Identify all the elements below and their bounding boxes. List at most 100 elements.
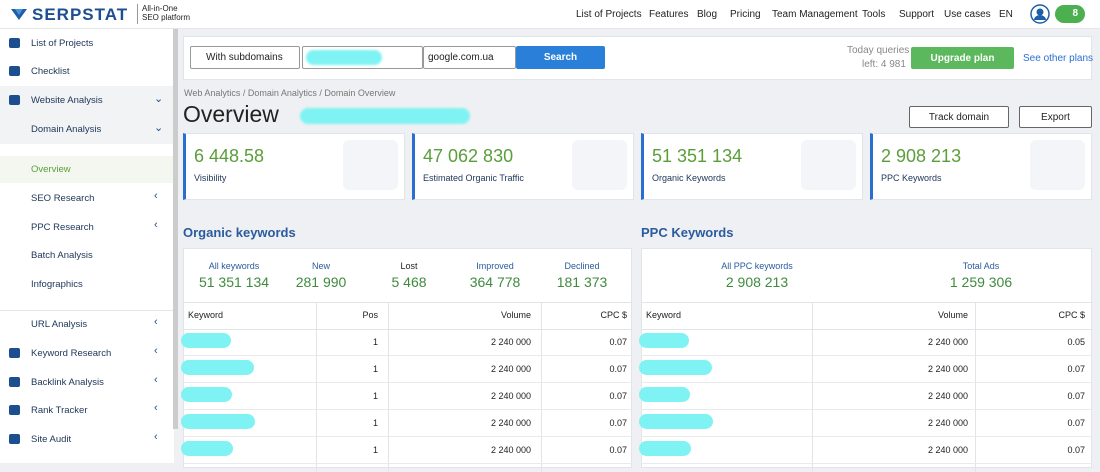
summary-label: New: [311, 261, 331, 271]
row-line: [641, 382, 1092, 383]
summary-value: 51 351 134: [198, 274, 270, 290]
row-line: [641, 463, 1092, 464]
summary-value: 5 468: [391, 274, 427, 290]
menu-icon: [9, 66, 20, 76]
menu-icon: [9, 348, 20, 358]
col-divider: [812, 302, 813, 472]
menu-item[interactable]: Website Analysis: [31, 95, 103, 106]
cell: 0.07: [609, 418, 627, 428]
avatar[interactable]: [1030, 4, 1050, 24]
menu-item[interactable]: Domain Analysis: [31, 124, 102, 135]
engine-select[interactable]: google.com.ua: [423, 46, 516, 69]
cell: 1: [372, 418, 378, 428]
table-header-line: [183, 302, 632, 303]
menu-item[interactable]: PPC Research: [31, 222, 94, 233]
menu-separator: [0, 310, 173, 311]
redacted: [181, 360, 254, 375]
card-value: 6 448.58: [194, 146, 265, 166]
cell: 0.07: [609, 337, 627, 347]
row-line: [183, 355, 632, 356]
cell: 2 240 000: [490, 445, 531, 455]
summary-value: 364 778: [469, 274, 521, 290]
redacted: [300, 108, 470, 124]
menu-chevron: ‹: [154, 219, 158, 231]
redacted: [306, 50, 382, 65]
menu-icon: [9, 95, 20, 105]
cell: 1: [372, 337, 378, 347]
menu-item[interactable]: URL Analysis: [31, 319, 88, 330]
card-art: [801, 140, 856, 190]
summary-label: All keywords: [208, 261, 260, 271]
tagline: SEO platform: [142, 13, 191, 22]
menu-item[interactable]: SEO Research: [31, 193, 95, 204]
menu-item[interactable]: Keyword Research: [31, 348, 112, 359]
redacted: [181, 387, 232, 402]
summary-value: 2 908 213: [725, 274, 789, 290]
col-divider: [388, 302, 389, 472]
col-divider: [541, 302, 542, 472]
menu-item[interactable]: Checklist: [31, 66, 70, 77]
panel: [183, 248, 632, 468]
search-button[interactable]: Search: [516, 46, 605, 69]
nav-link[interactable]: List of Projects: [576, 9, 642, 20]
menu-item[interactable]: Site Audit: [31, 434, 72, 445]
track-button[interactable]: Track domain: [909, 106, 1009, 128]
nav-link[interactable]: Support: [899, 9, 935, 20]
nav-link[interactable]: Pricing: [730, 9, 761, 20]
menu-item[interactable]: List of Projects: [31, 38, 94, 49]
redacted: [639, 414, 713, 429]
row-line: [183, 382, 632, 383]
cell: 1: [372, 445, 378, 455]
menu-item[interactable]: Infographics: [31, 279, 83, 290]
menu-item[interactable]: Batch Analysis: [31, 250, 93, 261]
col-divider: [975, 302, 976, 472]
cell: 2 240 000: [490, 337, 531, 347]
cell: 2 240 000: [927, 445, 968, 455]
redacted: [181, 414, 255, 429]
page-title: Overview: [183, 101, 279, 127]
menu-chevron: ‹: [154, 374, 158, 386]
menu-item[interactable]: Overview: [31, 164, 71, 175]
upgrade-button[interactable]: Upgrade plan: [911, 47, 1014, 69]
summary-label: Total Ads: [962, 261, 1000, 271]
cell: 0.07: [1067, 418, 1085, 428]
cell: 0.07: [1067, 391, 1085, 401]
redacted: [181, 441, 233, 456]
summary-value: 281 990: [295, 274, 347, 290]
export-button[interactable]: Export: [1019, 106, 1092, 128]
col-divider: [316, 302, 317, 472]
summary-value: 181 373: [556, 274, 608, 290]
card-label: PPC Keywords: [881, 173, 942, 183]
redacted: [639, 360, 712, 375]
breadcrumb: Web Analytics / Domain Analytics / Domai…: [184, 88, 396, 98]
row-line: [183, 436, 632, 437]
cell: 0.07: [609, 391, 627, 401]
cell: 2 240 000: [927, 391, 968, 401]
tagline: All-in-One: [142, 4, 178, 13]
row-line: [641, 409, 1092, 410]
card-art: [572, 140, 627, 190]
cell: 0.07: [609, 364, 627, 374]
nav-link[interactable]: Features: [649, 9, 689, 20]
notifications[interactable]: 8: [1055, 5, 1085, 23]
menu-chevron: ‹: [154, 431, 158, 443]
card-value: 47 062 830: [423, 146, 514, 166]
nav-link[interactable]: Team Management: [772, 9, 858, 20]
summary-label: Improved: [476, 261, 514, 271]
nav-link[interactable]: Tools: [862, 9, 886, 20]
nav-link[interactable]: Use cases: [944, 9, 991, 20]
language[interactable]: EN: [999, 9, 1013, 20]
menu-item[interactable]: Backlink Analysis: [31, 377, 104, 388]
column-header: CPC $: [600, 310, 627, 320]
card-value: 51 351 134: [652, 146, 743, 166]
nav-link[interactable]: Blog: [697, 9, 718, 20]
column-header: Keyword: [188, 310, 224, 320]
table-header-line: [183, 329, 632, 330]
menu-item[interactable]: Rank Tracker: [31, 405, 88, 416]
redacted: [639, 333, 689, 348]
mode-select[interactable]: With subdomains: [190, 46, 300, 69]
other-plans[interactable]: See other plans: [1023, 53, 1094, 64]
menu-chevron: ‹: [154, 345, 158, 357]
redacted: [639, 387, 690, 402]
menu-icon: [9, 38, 20, 48]
